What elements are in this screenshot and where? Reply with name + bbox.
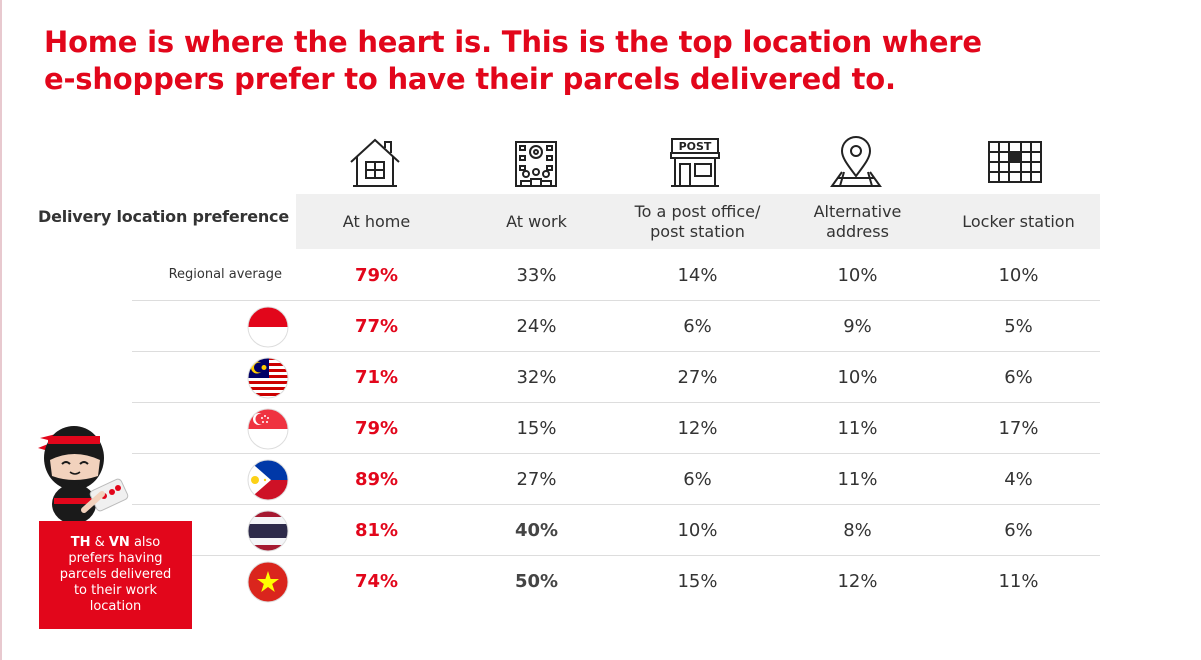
svg-text:POST: POST [679, 140, 712, 153]
table-cell: 4% [1004, 469, 1033, 490]
table-cell: 10% [837, 265, 878, 286]
thailand-flag-icon [247, 510, 289, 552]
row-header-label: Delivery location preference [38, 207, 289, 226]
row-divider [132, 453, 1100, 454]
note-box: TH & VN also prefers having parcels deli… [39, 521, 192, 629]
table-cell: 79% [354, 418, 399, 439]
note-line-2: prefers having [68, 551, 163, 566]
column-header-line: Alternative [813, 201, 902, 221]
table-cell: 15% [516, 418, 557, 439]
singapore-flag-icon [247, 408, 289, 450]
table-cell: 6% [1004, 367, 1033, 388]
column-header-4: Locker station [938, 194, 1099, 249]
office-building-icon [506, 136, 566, 190]
row-divider [132, 555, 1100, 556]
ninja-mascot-icon [36, 418, 136, 524]
table-cell: 10% [837, 367, 878, 388]
table-cell: 79% [354, 265, 399, 286]
regional-average-label: Regional average [168, 267, 282, 282]
table-cell: 32% [516, 367, 557, 388]
table-cell: 14% [677, 265, 718, 286]
row-divider [132, 300, 1100, 301]
malaysia-flag-icon [247, 357, 289, 399]
column-header-0: At home [296, 194, 457, 249]
philippines-flag-icon [247, 459, 289, 501]
row-divider [132, 402, 1100, 403]
column-header-1: At work [456, 194, 617, 249]
table-cell: 15% [677, 571, 718, 592]
note-line-5: location [89, 599, 142, 614]
house-icon [345, 136, 405, 190]
column-header-line: address [826, 221, 889, 241]
table-header-band [296, 194, 1100, 249]
table-cell: 24% [516, 316, 557, 337]
table-cell: 8% [843, 520, 872, 541]
note-line-4: to their work [73, 583, 158, 598]
title-line-1: Home is where the heart is. This is the … [44, 25, 982, 59]
table-cell: 81% [354, 520, 399, 541]
table-cell: 10% [677, 520, 718, 541]
left-border [0, 0, 2, 660]
table-cell: 11% [998, 571, 1039, 592]
table-cell: 10% [998, 265, 1039, 286]
column-header-3: Alternative address [777, 194, 938, 249]
table-cell: 12% [837, 571, 878, 592]
title-line-2: e-shoppers prefer to have their parcels … [44, 62, 896, 96]
locker-icon [985, 136, 1045, 190]
column-header-line: post station [650, 221, 745, 241]
note-line-3: parcels delivered [59, 567, 172, 582]
table-cell: 33% [516, 265, 557, 286]
indonesia-flag-icon [247, 306, 289, 348]
table-cell: 50% [514, 571, 559, 592]
table-cell: 27% [677, 367, 718, 388]
row-divider [132, 351, 1100, 352]
table-cell: 6% [1004, 520, 1033, 541]
page-title: Home is where the heart is. This is the … [44, 24, 1044, 98]
post-office-icon: POST [665, 136, 725, 190]
column-header-line: At work [506, 211, 567, 231]
table-cell: 9% [843, 316, 872, 337]
column-header-line: To a post office/ [634, 201, 761, 221]
column-header-line: Locker station [962, 211, 1075, 231]
table-cell: 77% [354, 316, 399, 337]
table-cell: 71% [354, 367, 399, 388]
location-pin-map-icon [826, 136, 886, 190]
table-cell: 5% [1004, 316, 1033, 337]
table-cell: 27% [516, 469, 557, 490]
row-divider [132, 504, 1100, 505]
table-cell: 6% [683, 469, 712, 490]
table-cell: 11% [837, 469, 878, 490]
table-cell: 12% [677, 418, 718, 439]
note-line-1: TH & VN also [70, 535, 161, 550]
table-cell: 6% [683, 316, 712, 337]
column-header-2: To a post office/post station [617, 194, 778, 249]
table-cell: 40% [514, 520, 559, 541]
table-cell: 89% [354, 469, 399, 490]
vietnam-flag-icon [247, 561, 289, 603]
table-cell: 74% [354, 571, 399, 592]
column-header-line: At home [342, 211, 411, 231]
table-cell: 17% [998, 418, 1039, 439]
table-cell: 11% [837, 418, 878, 439]
